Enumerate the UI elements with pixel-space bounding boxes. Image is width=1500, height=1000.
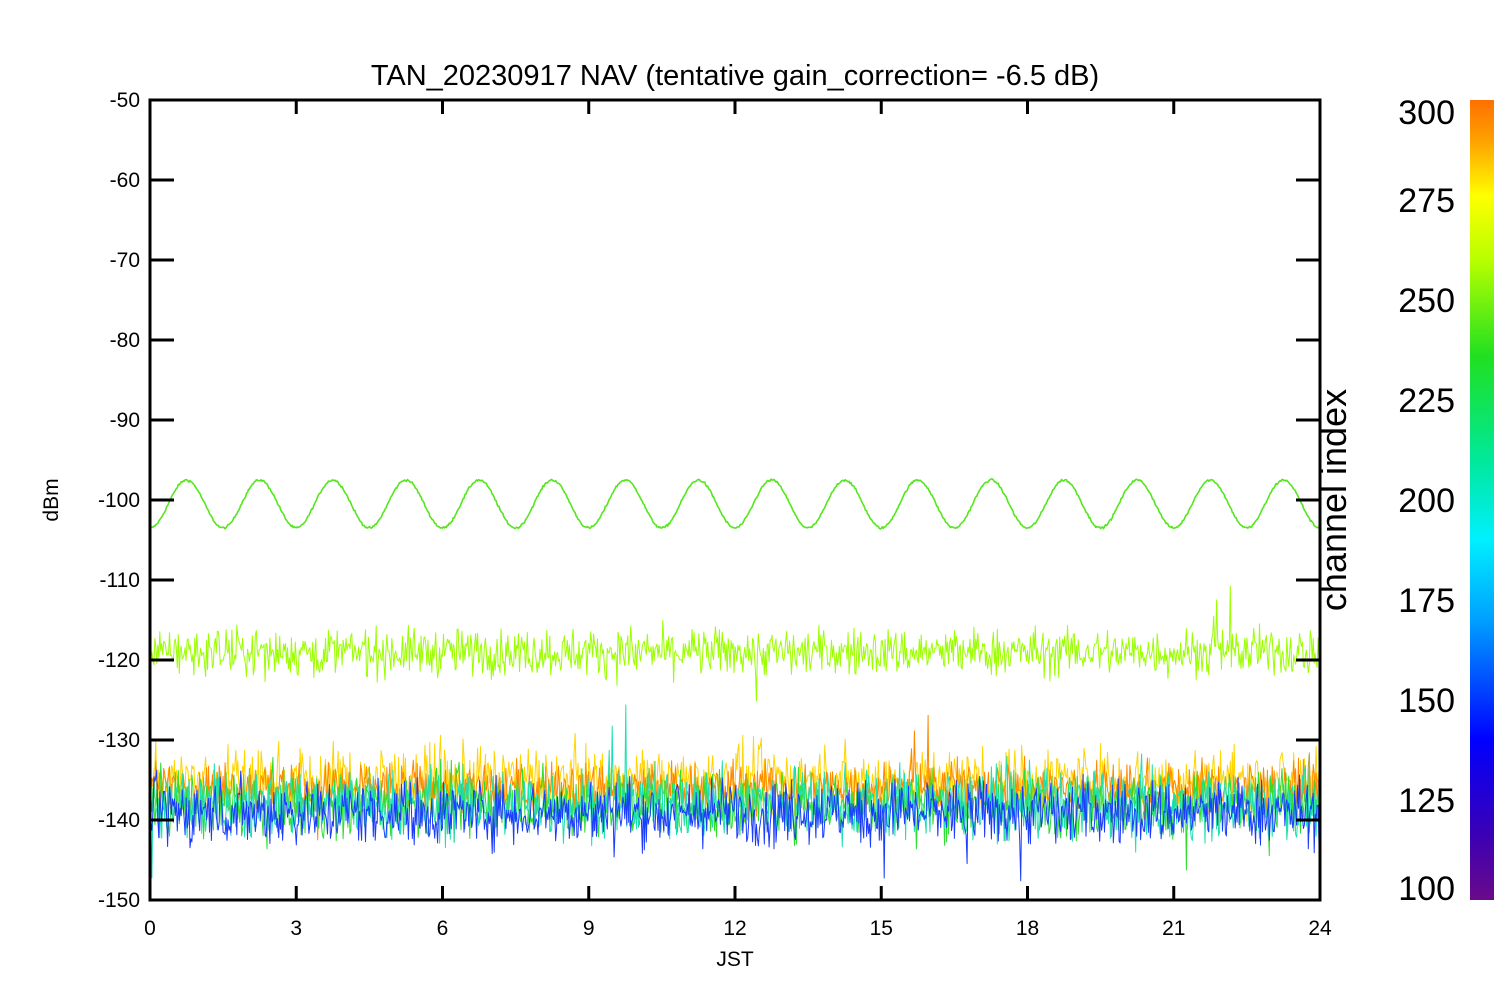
y-tick-label: -100 <box>98 489 140 512</box>
y-tick-label: -130 <box>98 729 140 752</box>
x-tick-label: 18 <box>1016 917 1039 940</box>
series-layer <box>150 478 1320 882</box>
colorbar-tick-label: 125 <box>1398 782 1455 820</box>
chart-title: TAN_20230917 NAV (tentative gain_correct… <box>371 60 1099 92</box>
y-tick-label: -140 <box>98 809 140 832</box>
colorbar-tick-label: 100 <box>1398 870 1455 908</box>
colorbar-tick-label: 200 <box>1398 482 1455 520</box>
y-tick-label: -150 <box>98 889 140 912</box>
x-tick-label: 3 <box>290 917 302 940</box>
series-line-ch140 <box>150 769 1320 882</box>
colorbar-tick-label: 250 <box>1398 282 1455 320</box>
y-tick-label: -110 <box>100 569 140 592</box>
x-tick-label: 9 <box>583 917 595 940</box>
y-tick-label: -80 <box>110 329 140 352</box>
x-tick-label: 15 <box>870 917 893 940</box>
x-tick-label: 24 <box>1308 917 1332 940</box>
colorbar-tick-label: 225 <box>1398 382 1455 420</box>
series-line-ch250 <box>150 478 1320 530</box>
y-tick-label: -50 <box>110 89 140 112</box>
x-tick-label: 6 <box>437 917 449 940</box>
series-line-ch230 <box>150 756 1320 871</box>
axes-layer: 0 3 6 9 12 15 18 21 24 -50 -60 -70 -80 -90 -100 -110 -12… <box>98 89 1332 940</box>
x-axis-label: JST <box>716 948 754 971</box>
colorbar: 300 275 250 225 200 175 150 125 100 <box>1398 94 1494 908</box>
y-tick-label: -120 <box>98 649 140 672</box>
y-axis-label: dBm <box>40 478 63 521</box>
colorbar-gradient <box>1470 100 1494 900</box>
colorbar-label: channel index <box>1313 389 1354 611</box>
series-line-ch258 <box>150 585 1320 702</box>
colorbar-tick-label: 275 <box>1398 182 1455 220</box>
x-tick-label: 12 <box>723 917 746 940</box>
y-tick-label: -90 <box>110 409 140 432</box>
colorbar-tick-label: 300 <box>1398 94 1455 132</box>
x-tick-label: 21 <box>1162 917 1185 940</box>
x-tick-label: 0 <box>144 917 156 940</box>
y-tick-label: -70 <box>110 249 140 272</box>
y-tick-label: -60 <box>110 169 140 192</box>
colorbar-tick-label: 150 <box>1398 682 1455 720</box>
colorbar-tick-label: 175 <box>1398 582 1455 620</box>
